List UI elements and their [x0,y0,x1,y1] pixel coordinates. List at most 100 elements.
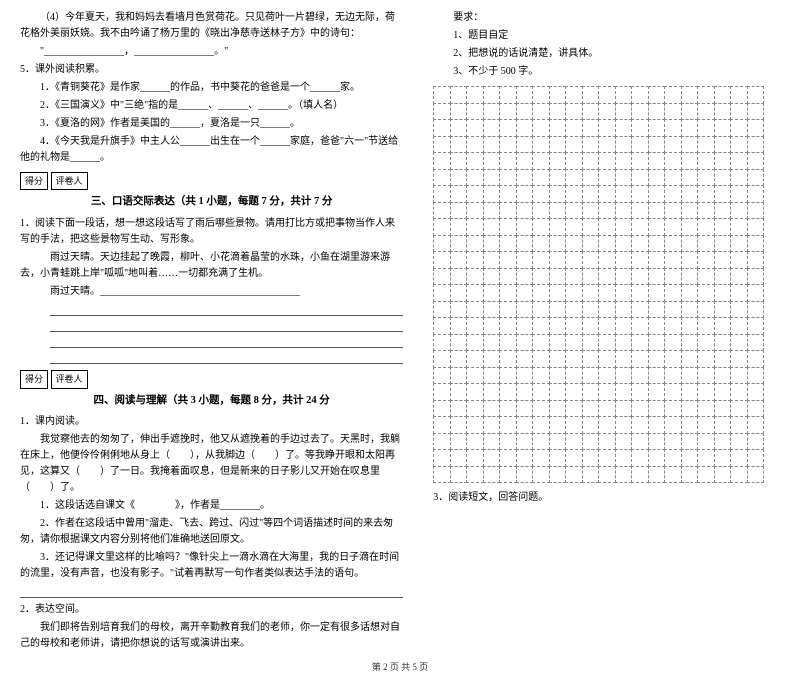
grid-cell [532,350,550,368]
grid-cell [433,185,451,203]
grid-cell [648,334,666,352]
grid-cell [483,433,501,451]
grid-cell [483,383,501,401]
grid-cell [433,317,451,335]
grid-cell [648,86,666,104]
grid-cell [730,152,748,170]
grid-cell [631,383,649,401]
grid-cell [664,317,682,335]
grid-cell [499,367,517,385]
page-footer: 第 2 页 共 5 页 [0,660,800,674]
score-box-points: 得分 [20,172,48,190]
score-row-section3: 得分 评卷人 [20,172,403,190]
grid-cell [598,235,616,253]
grid-cell [714,317,732,335]
grid-cell [483,235,501,253]
grid-cell [565,350,583,368]
grid-cell [532,152,550,170]
grid-cell [615,185,633,203]
grid-cell [648,202,666,220]
grid-cell [450,185,468,203]
grid-cell [565,301,583,319]
grid-cell [697,218,715,236]
grid-cell [433,218,451,236]
grid-cell [615,383,633,401]
grid-row [433,103,780,120]
grid-cell [582,449,600,467]
grid-cell [565,449,583,467]
grid-cell [615,169,633,187]
grid-cell [697,152,715,170]
grid-cell [516,185,534,203]
grid-cell [433,202,451,220]
grid-cell [648,185,666,203]
grid-cell [565,400,583,418]
grid-cell [516,433,534,451]
grid-cell [648,235,666,253]
grid-cell [598,466,616,484]
grid-cell [598,301,616,319]
grid-cell [697,466,715,484]
grid-cell [450,400,468,418]
grid-cell [631,284,649,302]
grid-cell [714,466,732,484]
grid-cell [483,251,501,269]
grid-cell [466,466,484,484]
writing-grid [433,86,780,482]
grid-cell [598,449,616,467]
grid-cell [433,350,451,368]
grid-cell [747,449,765,467]
grid-cell [664,218,682,236]
grid-cell [697,86,715,104]
grid-cell [598,433,616,451]
grid-cell [681,235,699,253]
grid-cell [565,251,583,269]
grid-cell [499,202,517,220]
grid-cell [499,119,517,137]
grid-cell [631,185,649,203]
grid-cell [631,317,649,335]
grid-cell [450,383,468,401]
grid-cell [615,235,633,253]
grid-cell [466,169,484,187]
grid-cell [631,449,649,467]
grid-cell [582,185,600,203]
grid-cell [664,119,682,137]
grid-cell [499,235,517,253]
score-box-grader: 评卷人 [51,370,88,388]
grid-cell [466,400,484,418]
grid-cell [615,317,633,335]
grid-cell [433,400,451,418]
grid-cell [499,383,517,401]
grid-cell [450,235,468,253]
grid-row [433,268,780,285]
grid-cell [681,152,699,170]
grid-row [433,136,780,153]
grid-cell [582,86,600,104]
s4-q2-heading: 2．表达空间。 [20,602,403,618]
grid-cell [516,449,534,467]
grid-cell [747,119,765,137]
q5-item-2: 2．《三国演义》中"三绝"指的是______、______、______。（填人… [20,98,403,114]
s4-line-3: 3．还记得课文里这样的比喻吗？"像针尖上一滴水滴在大海里，我的日子滴在时间的流里… [20,550,403,582]
q5-heading: 5．课外阅读积累。 [20,62,403,78]
requirements-title: 要求： [433,10,780,26]
grid-cell [615,466,633,484]
grid-cell [516,466,534,484]
q5-item-4: 4．《今天我是升旗手》中主人公______出生在一个______家庭，爸爸"六一… [20,134,403,166]
grid-cell [747,466,765,484]
grid-cell [681,301,699,319]
grid-cell [730,367,748,385]
grid-cell [747,86,765,104]
grid-cell [499,86,517,104]
grid-cell [598,383,616,401]
grid-cell [549,202,567,220]
grid-cell [549,268,567,286]
s4-q2-text: 我们即将告别培育我们的母校，离开辛勤教育我们的老师，你一定有很多话想对自己的母校… [20,620,403,652]
grid-cell [615,433,633,451]
grid-cell [747,218,765,236]
grid-row [433,350,780,367]
grid-cell [532,202,550,220]
grid-cell [697,169,715,187]
grid-cell [598,152,616,170]
